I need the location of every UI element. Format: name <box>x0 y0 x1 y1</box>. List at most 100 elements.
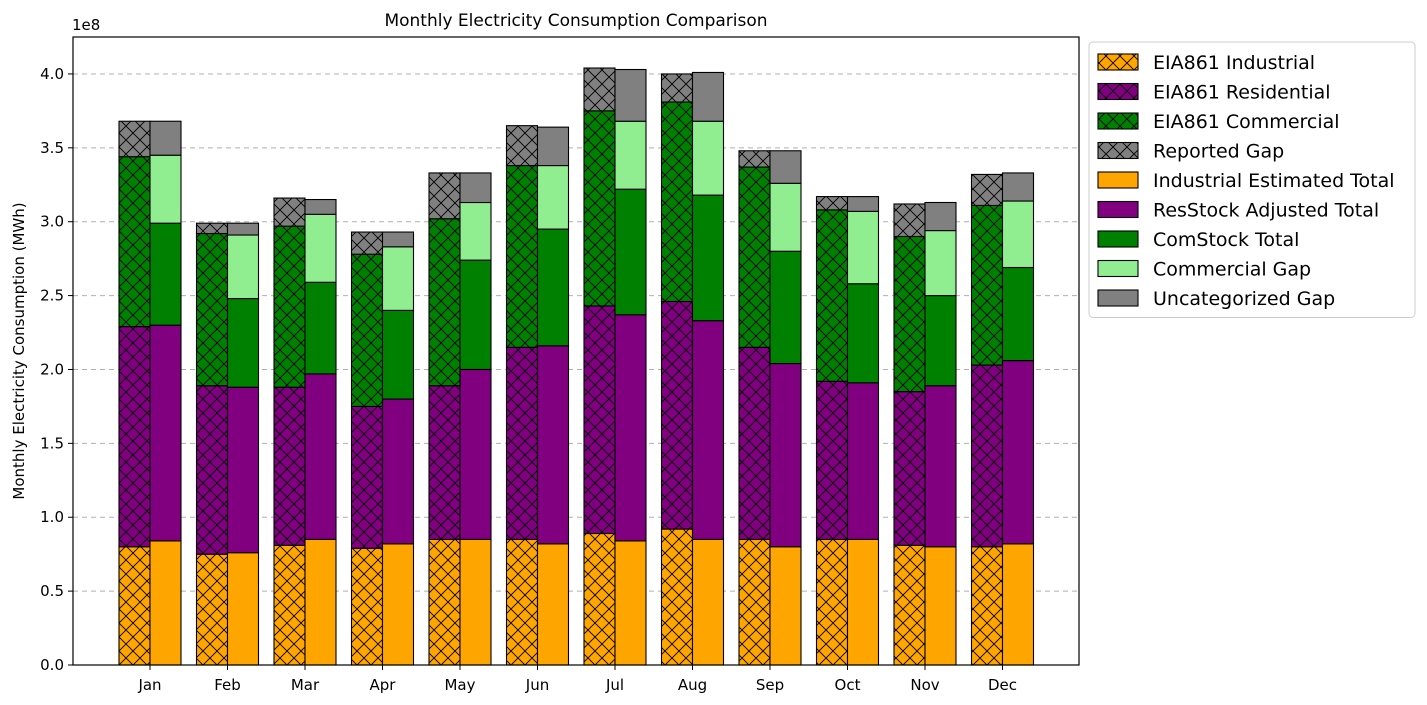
bar-uncategorized-gap-aug <box>691 71 725 122</box>
bar-industrial-estimated-total-jan <box>149 540 182 666</box>
bar-resstock-adjusted-total-nov <box>924 385 957 548</box>
bar-uncategorized-gap-apr <box>381 231 415 248</box>
bar-eia861-commercial-nov-hatch <box>894 236 925 392</box>
x-tick-label-jun: Jun <box>525 676 549 694</box>
bar-comstock-total-oct <box>846 283 880 384</box>
bar-resstock-adjusted-total-oct <box>846 382 880 540</box>
x-tick-label-nov: Nov <box>910 676 939 694</box>
bar-eia861-residential-feb-hatch <box>196 385 228 555</box>
bar-comstock-total-jun <box>536 228 570 347</box>
bar-eia861-industrial-feb-hatch <box>196 554 228 665</box>
bar-industrial-estimated-total-oct <box>846 538 880 666</box>
legend-swatch-hatch-eia861-commercial <box>1098 113 1138 129</box>
x-tick-label-apr: Apr <box>370 676 397 694</box>
bar-eia861-industrial-may-hatch <box>429 539 460 665</box>
x-tick-label-sep: Sep <box>756 676 784 694</box>
bar-comstock-total-may <box>459 259 492 371</box>
y-tick-label: 1.0 <box>40 508 64 526</box>
bar-commercial-gap-may <box>459 201 492 261</box>
bar-eia861-industrial-mar-hatch <box>274 545 305 665</box>
bar-commercial-gap-aug <box>691 120 725 196</box>
bar-uncategorized-gap-jul <box>614 68 647 122</box>
y-tick-label: 2.0 <box>40 360 64 378</box>
bar-reported-gap-nov-hatch <box>894 203 925 237</box>
ticks: 0.0 0.5 1.0 1.5 2.0 2.5 3.0 3.5 4.0 Jan Feb Mar Apr M… <box>40 65 1017 694</box>
bar-eia861-industrial-nov-hatch <box>894 545 925 665</box>
legend-label-eia861-industrial: EIA861 Industrial <box>1153 52 1315 74</box>
legend-swatch-hatch-reported-gap <box>1098 142 1138 159</box>
bar-comstock-total-nov <box>924 295 957 387</box>
bar-eia861-residential-jul-hatch <box>584 305 615 534</box>
bar-comstock-total-sep <box>769 250 802 365</box>
bar-resstock-adjusted-total-apr <box>381 398 415 545</box>
bar-eia861-residential-mar-hatch <box>274 387 305 546</box>
bar-eia861-commercial-sep-hatch <box>739 167 770 348</box>
x-tick-label-may: May <box>444 676 475 694</box>
legend: EIA861 Industrial EIA861 Residential EIA86… <box>1088 41 1416 318</box>
legend-swatch-commercial-gap <box>1097 259 1139 278</box>
bar-eia861-industrial-jul-hatch <box>584 533 615 665</box>
bar-eia861-industrial-aug-hatch <box>661 529 693 665</box>
bar-comstock-total-aug <box>691 194 725 322</box>
bar-industrial-estimated-total-jun <box>536 543 570 666</box>
x-tick-label-dec: Dec <box>988 676 1017 694</box>
bar-eia861-industrial-sep-hatch <box>739 539 770 665</box>
bar-eia861-commercial-jul-hatch <box>584 110 615 306</box>
y-axis-label: Monthly Electricity Consumption (MWh) <box>10 202 28 499</box>
bar-reported-gap-oct-hatch <box>816 196 848 210</box>
bar-eia861-industrial-oct-hatch <box>816 539 848 665</box>
bar-resstock-adjusted-total-dec <box>1001 360 1035 545</box>
legend-swatch-hatch-eia861-residential <box>1098 83 1138 100</box>
y-tick-label: 3.5 <box>40 139 64 157</box>
bar-eia861-commercial-mar-hatch <box>274 226 305 388</box>
bar-reported-gap-may-hatch <box>429 172 460 219</box>
bar-reported-gap-dec-hatch <box>971 174 1003 206</box>
bar-reported-gap-jan-hatch <box>119 121 150 157</box>
bar-eia861-industrial-dec-hatch <box>971 546 1003 665</box>
bar-uncategorized-gap-dec <box>1001 172 1035 202</box>
bar-comstock-total-apr <box>381 309 415 400</box>
bar-industrial-estimated-total-feb <box>226 552 260 666</box>
bar-industrial-estimated-total-mar <box>304 538 337 666</box>
legend-label-industrial-estimated-total: Industrial Estimated Total <box>1153 170 1395 192</box>
bar-comstock-total-feb <box>226 297 260 388</box>
y-tick-label: 1.5 <box>40 434 64 452</box>
bar-eia861-residential-sep-hatch <box>739 347 770 540</box>
legend-box <box>1088 41 1416 318</box>
bar-resstock-adjusted-total-sep <box>769 363 802 548</box>
bar-comstock-total-jan <box>149 222 182 326</box>
y-tick-label: 0.5 <box>40 582 64 600</box>
bar-resstock-adjusted-total-jun <box>536 345 570 545</box>
bar-eia861-residential-nov-hatch <box>894 391 925 546</box>
bar-industrial-estimated-total-nov <box>924 546 957 666</box>
y-tick-label: 4.0 <box>40 65 64 83</box>
bar-eia861-commercial-oct-hatch <box>816 209 848 382</box>
bar-eia861-residential-jun-hatch <box>506 347 538 540</box>
y-tick-label: 3.0 <box>40 213 64 231</box>
bar-industrial-estimated-total-may <box>459 538 492 666</box>
bar-reported-gap-feb-hatch <box>196 223 228 234</box>
bar-uncategorized-gap-may <box>459 172 492 204</box>
x-tick-label-mar: Mar <box>291 676 320 694</box>
bar-resstock-adjusted-total-jul <box>614 314 647 542</box>
bar-reported-gap-jun-hatch <box>506 125 538 166</box>
bar-uncategorized-gap-nov <box>924 201 957 232</box>
bar-industrial-estimated-total-jul <box>614 540 647 666</box>
legend-label-resstock-adjusted-total: ResStock Adjusted Total <box>1153 200 1379 222</box>
legend-swatch-uncategorized-gap <box>1097 289 1139 307</box>
bar-resstock-adjusted-total-feb <box>226 386 260 554</box>
bar-resstock-adjusted-total-mar <box>304 373 337 540</box>
bar-comstock-total-mar <box>304 281 337 375</box>
bar-industrial-estimated-total-apr <box>381 543 415 666</box>
bar-uncategorized-gap-feb <box>226 222 260 236</box>
bar-commercial-gap-feb <box>226 234 260 300</box>
legend-label-eia861-residential: EIA861 Residential <box>1153 82 1331 104</box>
legend-swatch-comstock-total <box>1097 230 1139 248</box>
bar-uncategorized-gap-jun <box>536 126 570 167</box>
bar-industrial-estimated-total-dec <box>1001 543 1035 666</box>
y-tick-label: 0.0 <box>40 656 64 674</box>
bar-reported-gap-apr-hatch <box>351 232 383 255</box>
legend-label-reported-gap: Reported Gap <box>1153 141 1284 163</box>
bar-eia861-residential-dec-hatch <box>971 365 1003 547</box>
